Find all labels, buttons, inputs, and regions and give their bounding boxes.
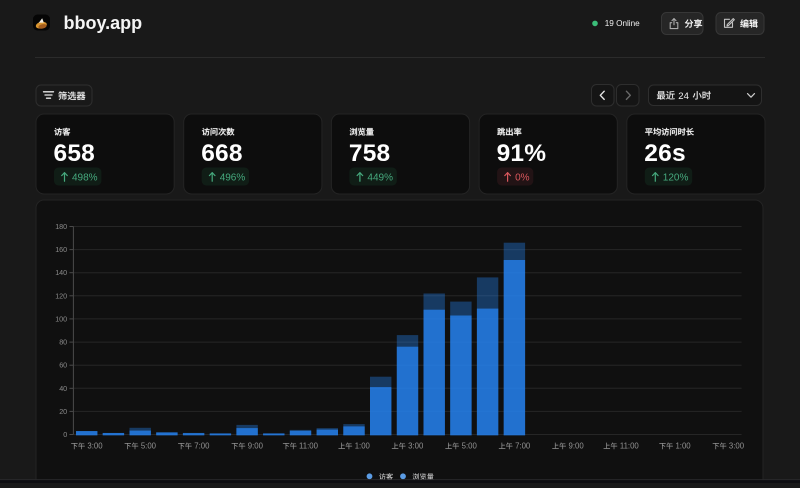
svg-text:80: 80	[59, 338, 67, 347]
svg-text:498%: 498%	[72, 173, 98, 184]
svg-text:11:00: 11:00	[299, 442, 319, 451]
svg-text:3:00: 3:00	[408, 442, 424, 451]
svg-text:0%: 0%	[515, 173, 530, 184]
svg-text:9:00: 9:00	[248, 442, 264, 451]
svg-text:0: 0	[63, 430, 67, 439]
svg-text:120: 120	[55, 291, 67, 300]
svg-text:20: 20	[59, 407, 67, 416]
svg-text:24: 24	[678, 91, 689, 102]
svg-text:1:00: 1:00	[675, 442, 691, 451]
svg-text:5:00: 5:00	[462, 442, 478, 451]
svg-text:bboy.app: bboy.app	[64, 13, 143, 33]
svg-text:7:00: 7:00	[194, 442, 210, 451]
svg-text:9:00: 9:00	[569, 442, 585, 451]
svg-text:120%: 120%	[663, 173, 689, 184]
svg-text:26s: 26s	[644, 140, 685, 167]
svg-text:658: 658	[54, 140, 95, 167]
svg-text:160: 160	[55, 245, 67, 254]
svg-text:3:00: 3:00	[87, 442, 103, 451]
svg-text:7:00: 7:00	[515, 442, 531, 451]
svg-text:60: 60	[59, 361, 67, 370]
svg-text:668: 668	[201, 140, 242, 167]
svg-text:180: 180	[55, 222, 67, 231]
svg-text:140: 140	[55, 268, 67, 277]
svg-text:3:00: 3:00	[729, 442, 745, 451]
svg-text:5:00: 5:00	[141, 442, 157, 451]
svg-text:11:00: 11:00	[620, 442, 640, 451]
svg-text:449%: 449%	[367, 173, 393, 184]
svg-text:91%: 91%	[497, 140, 547, 167]
svg-text:1:00: 1:00	[355, 442, 371, 451]
svg-text:40: 40	[59, 384, 67, 393]
svg-text:496%: 496%	[220, 173, 246, 184]
svg-text:100: 100	[55, 314, 67, 323]
svg-text:758: 758	[349, 140, 390, 167]
svg-text:19 Online: 19 Online	[605, 19, 640, 28]
